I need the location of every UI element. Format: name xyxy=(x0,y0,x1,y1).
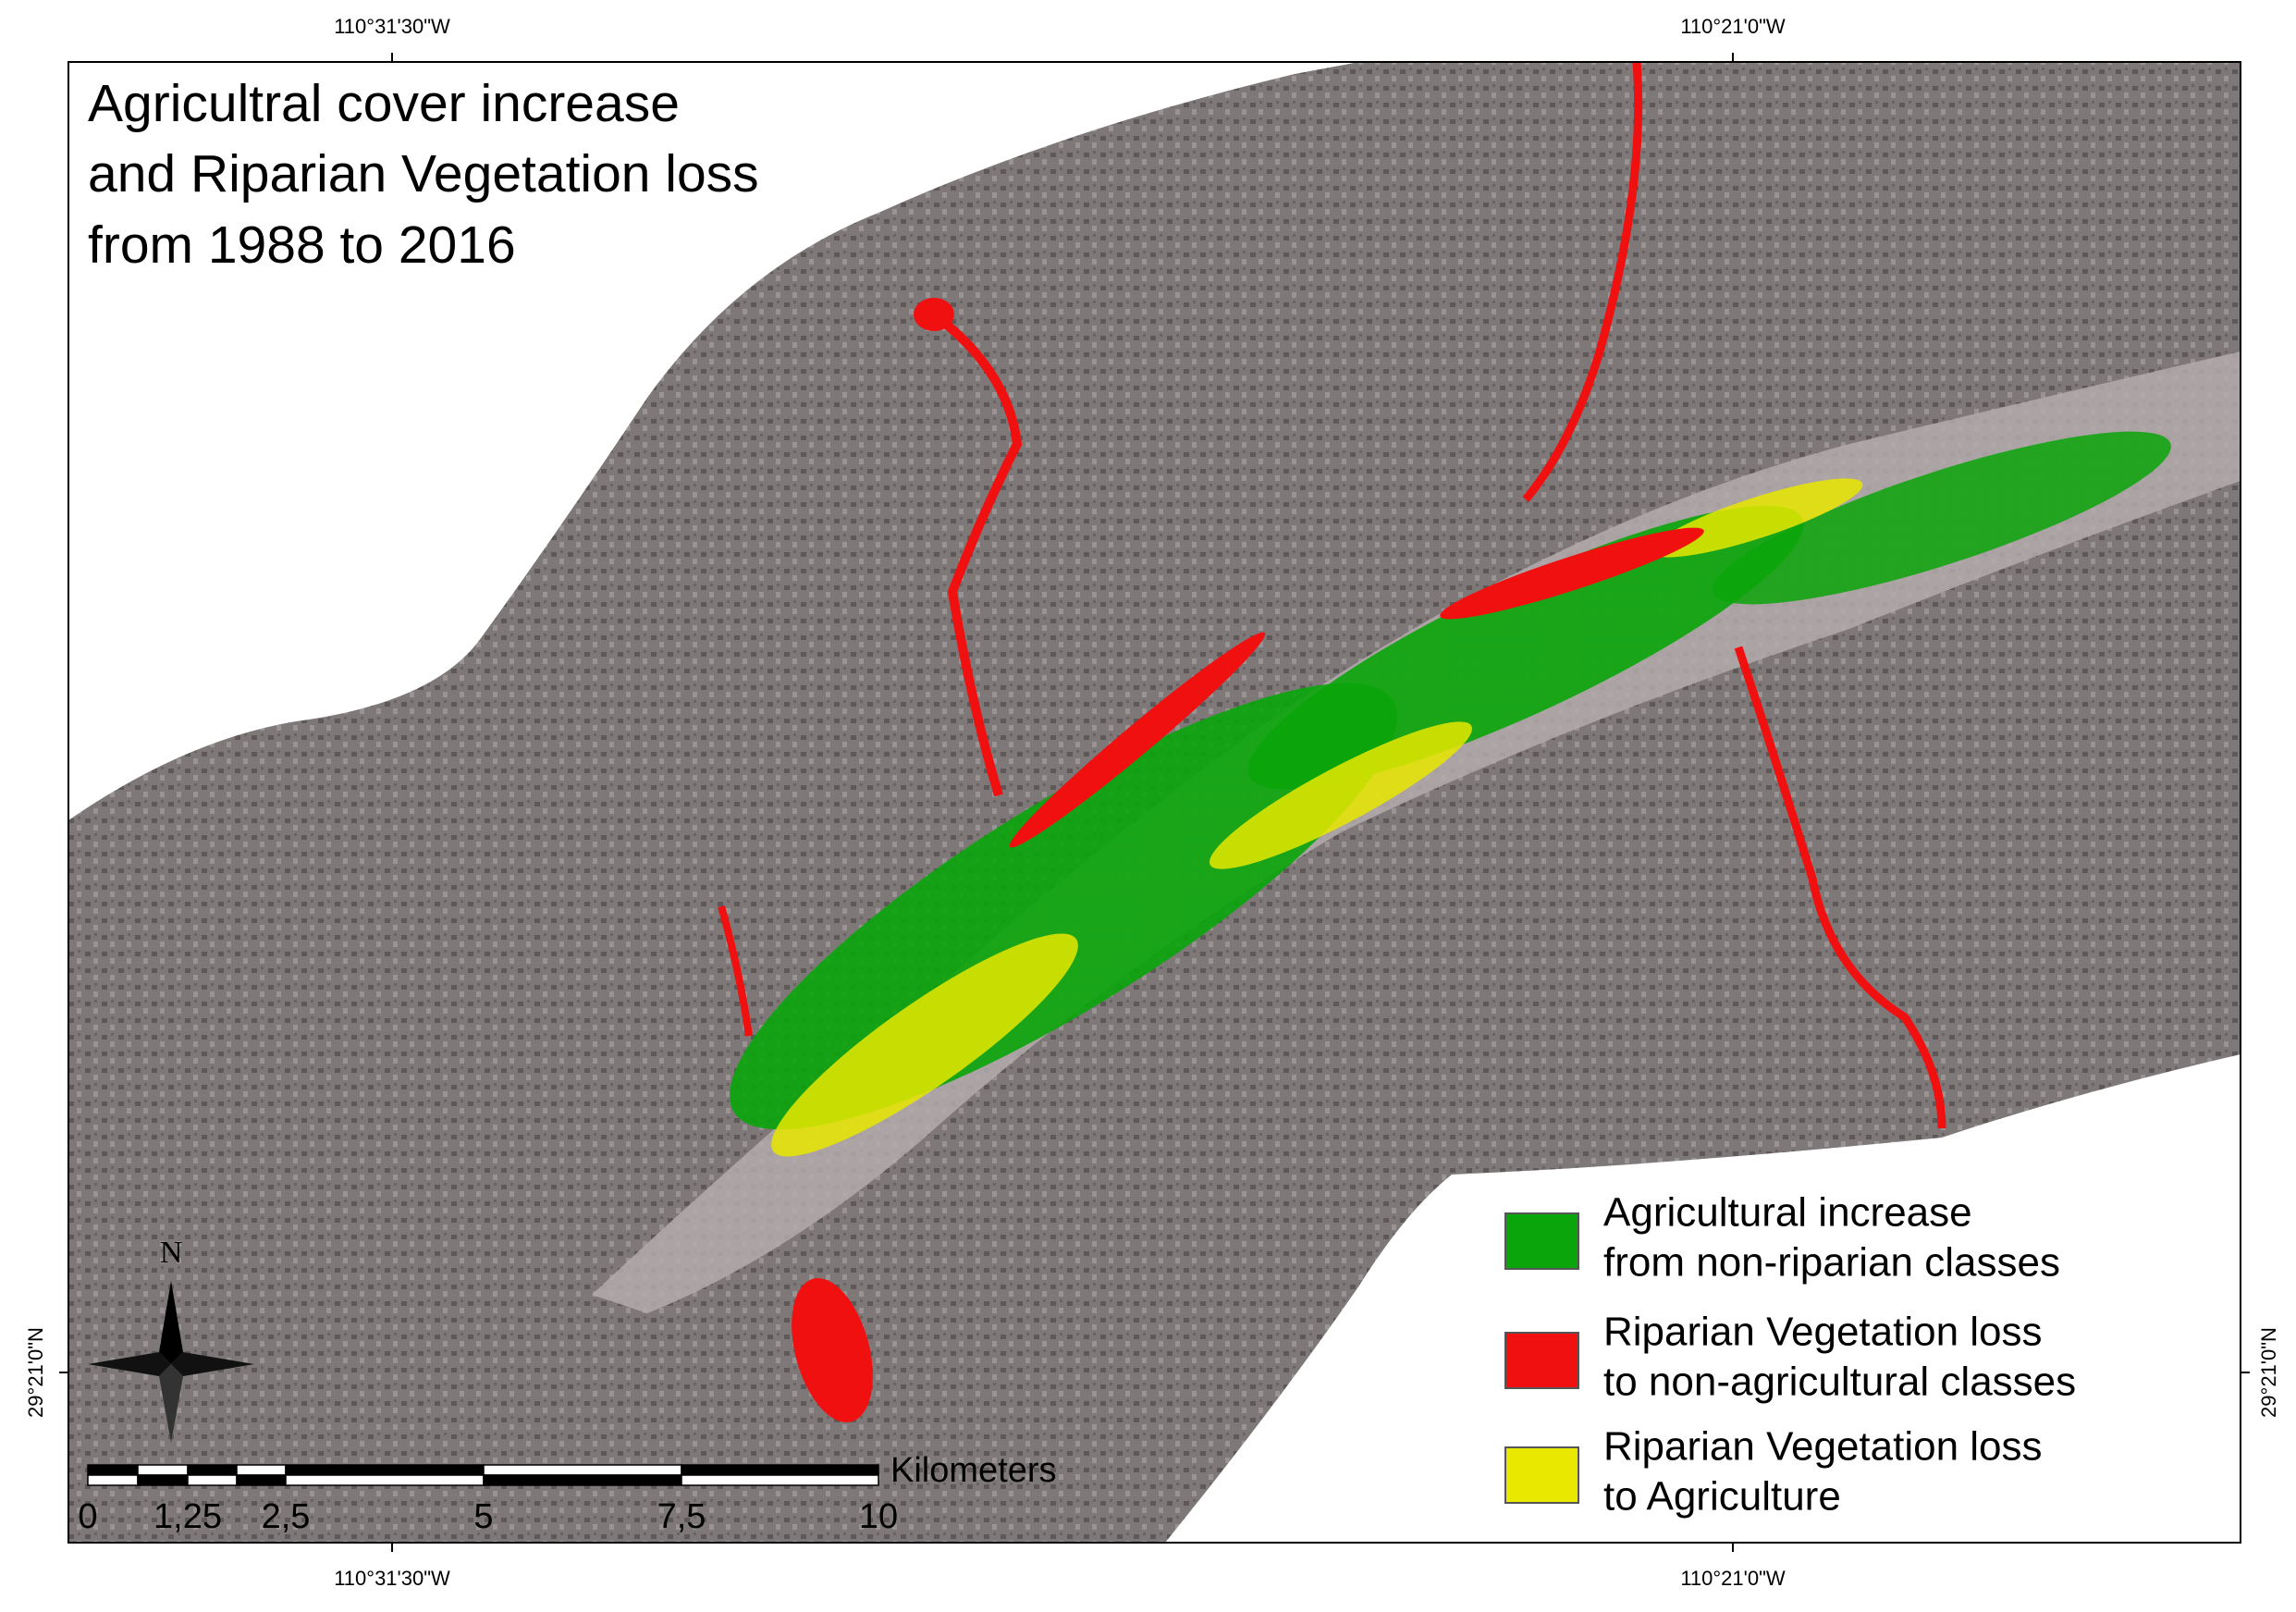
north-label: N xyxy=(160,1236,183,1270)
scale-segment xyxy=(681,1464,879,1476)
legend-label: Riparian Vegetation loss xyxy=(1603,1424,2043,1470)
scale-segment xyxy=(236,1474,287,1486)
scale-segment xyxy=(483,1474,682,1486)
graticule-ticks xyxy=(59,53,2250,1552)
map-frame xyxy=(68,61,2241,1544)
scale-segment xyxy=(285,1474,485,1486)
coord-label: 110°31'30"W xyxy=(334,15,450,38)
coord-label: 29°21'0"N xyxy=(2257,1327,2280,1418)
map-title: from 1988 to 2016 xyxy=(88,215,516,275)
legend-swatch xyxy=(1504,1212,1579,1270)
scale-segment xyxy=(137,1474,189,1486)
scale-segment xyxy=(87,1474,139,1486)
scale-segment xyxy=(137,1464,189,1476)
scale-label: 5 xyxy=(473,1497,493,1536)
scale-unit: Kilometers xyxy=(890,1451,1057,1490)
legend-swatch xyxy=(1504,1332,1579,1389)
scale-label: 1,25 xyxy=(153,1497,222,1536)
legend-label: Riparian Vegetation loss xyxy=(1603,1310,2043,1355)
legend-label: to Agriculture xyxy=(1603,1474,1841,1520)
land-change-patches xyxy=(718,62,2171,1422)
scale-label: 0 xyxy=(78,1497,97,1536)
map-title: and Riparian Vegetation loss xyxy=(88,144,759,203)
scale-segment xyxy=(87,1464,139,1476)
scale-segment xyxy=(285,1464,485,1476)
coord-label: 110°21'0"W xyxy=(1680,15,1786,38)
legend-swatch xyxy=(1504,1446,1579,1504)
map-area xyxy=(68,62,2241,1543)
scale-segment xyxy=(236,1464,287,1476)
coord-label: 110°31'30"W xyxy=(334,1567,450,1590)
coord-label: 29°21'0"N xyxy=(24,1327,47,1418)
legend-label: to non-agricultural classes xyxy=(1603,1360,2076,1405)
legend-label: Agricultural increase xyxy=(1603,1190,1972,1236)
scale-bar: 0 1,25 2,5 5 7,5 10 Kilometers xyxy=(78,1451,1056,1536)
scale-label: 10 xyxy=(859,1497,898,1536)
legend-label: from non-riparian classes xyxy=(1603,1240,2060,1286)
scale-segment xyxy=(483,1464,682,1476)
scale-segment xyxy=(187,1474,238,1486)
coord-label: 110°21'0"W xyxy=(1680,1567,1786,1590)
north-arrow: N xyxy=(88,1236,254,1443)
scale-segment xyxy=(187,1464,238,1476)
map-title: Agricultral cover increase xyxy=(88,74,680,133)
scale-label: 7,5 xyxy=(657,1497,706,1536)
scale-label: 2,5 xyxy=(262,1497,311,1536)
scale-segment xyxy=(681,1474,879,1486)
